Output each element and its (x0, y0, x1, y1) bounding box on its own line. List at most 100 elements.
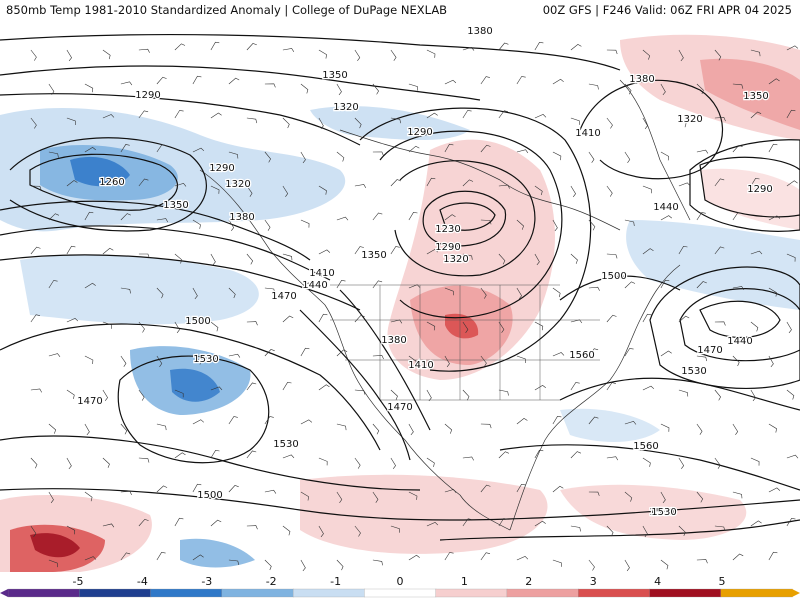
height-contour (679, 288, 800, 362)
wind-barb (714, 525, 726, 531)
wind-barb (642, 457, 651, 467)
wind-barb (264, 349, 275, 357)
wind-barb (714, 321, 726, 326)
wind-barb (444, 355, 450, 368)
wind-barb (372, 423, 380, 435)
wind-barb (732, 212, 742, 221)
wind-barb (534, 185, 543, 196)
wind-barb (768, 78, 780, 85)
wind-barb (606, 456, 619, 461)
contour-label: 1470 (77, 396, 102, 407)
contour-label: 1290 (135, 90, 160, 101)
wind-barb (174, 389, 184, 398)
wind-barb (210, 185, 220, 194)
wind-barb (534, 520, 546, 527)
colorbar-segment (221, 588, 294, 598)
wind-barb (30, 185, 42, 191)
height-contour (299, 309, 411, 461)
wind-barb (732, 286, 745, 290)
wind-barb (516, 287, 522, 300)
wind-barb (678, 245, 688, 255)
wind-barb (48, 213, 60, 221)
wind-barb (390, 179, 401, 187)
wind-barb (336, 83, 342, 96)
colorbar: -5 -4 -3 -2 -1 0 1 2 3 4 5 (0, 572, 800, 600)
height-contours (0, 33, 800, 541)
wind-barb (390, 117, 401, 124)
wind-barb (282, 381, 292, 391)
wind-barb (588, 491, 600, 496)
wind-barb (318, 49, 327, 59)
wind-barb (228, 151, 239, 159)
wind-barb (642, 185, 652, 194)
wind-barb (264, 416, 274, 425)
wind-barb (426, 521, 439, 527)
wind-barb (192, 75, 202, 85)
wind-barb (192, 219, 201, 229)
wind-barb (354, 314, 365, 323)
height-contour (0, 323, 381, 451)
wind-barb (246, 253, 254, 265)
wind-barb (174, 110, 184, 119)
wind-barb (624, 420, 637, 425)
wind-barb (246, 185, 253, 197)
wind-barb (660, 559, 669, 570)
height-contour (0, 65, 481, 101)
wind-barb (300, 419, 313, 425)
colorbar-segment (720, 588, 793, 598)
wind-barb (480, 552, 491, 561)
wind-barb (264, 151, 271, 163)
wind-barb (462, 110, 472, 119)
wind-barb (408, 554, 420, 561)
wind-barb (84, 423, 90, 436)
wind-barb (426, 321, 436, 331)
wind-barb (444, 423, 453, 434)
wind-barb (750, 389, 756, 402)
wind-barb (210, 449, 220, 459)
cold-anomaly-area (310, 106, 470, 140)
wind-barb (102, 49, 111, 60)
wind-barb (156, 144, 166, 153)
wind-barb (264, 219, 271, 231)
wind-barb (552, 559, 562, 567)
wind-barb (426, 389, 432, 402)
wind-barb (606, 49, 618, 55)
height-contour (394, 160, 536, 277)
wind-barb (354, 389, 366, 395)
wind-barb (588, 83, 599, 90)
wind-barb (696, 355, 707, 362)
wind-barb (156, 287, 164, 299)
wind-barb (336, 151, 345, 162)
wind-barb (390, 457, 396, 469)
wind-barb (498, 110, 509, 119)
wind-barb (84, 211, 94, 221)
wind-barb (156, 551, 166, 561)
wind-barb (570, 525, 581, 532)
wind-barb (498, 518, 508, 527)
wind-barb (462, 47, 475, 51)
wind-barb (138, 178, 149, 187)
wind-barb (282, 253, 293, 261)
wind-barb (732, 83, 744, 89)
contour-label: 1530 (273, 439, 298, 450)
colorbar-tick-label: 0 (397, 575, 404, 588)
contour-label: 1500 (185, 316, 210, 327)
wind-barb (120, 81, 133, 86)
wind-barb (66, 525, 76, 535)
wind-barb (750, 177, 760, 187)
colorbar-segments (7, 588, 793, 598)
wind-barb (570, 382, 580, 391)
wind-barb (426, 249, 438, 255)
wind-barb (138, 457, 150, 463)
height-contour (579, 79, 723, 180)
contour-label: 1530 (649, 507, 674, 518)
wind-barb (462, 456, 474, 461)
wind-barb (588, 151, 595, 163)
wind-barb (534, 385, 546, 391)
wind-barb (30, 314, 41, 323)
wind-barb (516, 149, 529, 154)
model-valid-time: 00Z GFS | F246 Valid: 06Z FRI APR 04 202… (542, 3, 792, 17)
wind-barb (696, 281, 707, 289)
wind-barb (570, 451, 582, 459)
wind-barb (120, 287, 131, 294)
